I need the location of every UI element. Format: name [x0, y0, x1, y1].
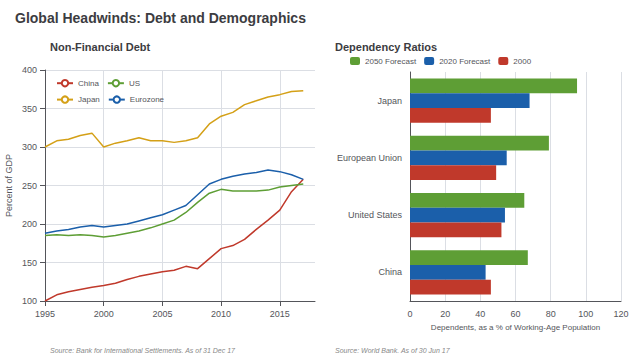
- svg-text:300: 300: [22, 142, 37, 152]
- svg-text:0: 0: [407, 309, 412, 319]
- svg-text:China: China: [78, 79, 99, 88]
- svg-text:Dependency Ratios: Dependency Ratios: [335, 41, 437, 53]
- svg-text:Dependents, as a % of Working-: Dependents, as a % of Working-Age Popula…: [431, 323, 600, 332]
- svg-text:1995: 1995: [35, 309, 55, 319]
- svg-text:Source: Bank for International: Source: Bank for International Settlemen…: [50, 347, 236, 354]
- svg-text:Japan: Japan: [377, 96, 402, 106]
- svg-text:2010: 2010: [211, 309, 231, 319]
- svg-text:US: US: [129, 79, 140, 88]
- svg-text:Global Headwinds: Debt and Dem: Global Headwinds: Debt and Demographics: [15, 10, 306, 26]
- svg-text:150: 150: [22, 258, 37, 268]
- svg-text:2000: 2000: [94, 309, 114, 319]
- svg-text:2020 Forecast: 2020 Forecast: [439, 57, 491, 66]
- svg-text:Japan: Japan: [78, 95, 100, 104]
- svg-text:Eurozone: Eurozone: [130, 95, 165, 104]
- svg-text:Percent of GDP: Percent of GDP: [4, 154, 14, 217]
- svg-text:250: 250: [22, 181, 37, 191]
- svg-text:2000: 2000: [513, 57, 531, 66]
- svg-text:60: 60: [510, 309, 520, 319]
- svg-text:Source: World Bank. As of 30 J: Source: World Bank. As of 30 Jun 17: [335, 347, 451, 354]
- svg-text:China: China: [378, 267, 402, 277]
- svg-text:European Union: European Union: [337, 153, 402, 163]
- svg-text:400: 400: [22, 65, 37, 75]
- svg-text:2015: 2015: [270, 309, 290, 319]
- svg-text:200: 200: [22, 219, 37, 229]
- svg-text:100: 100: [22, 296, 37, 306]
- svg-text:350: 350: [22, 104, 37, 114]
- svg-text:80: 80: [546, 309, 556, 319]
- svg-text:2005: 2005: [152, 309, 172, 319]
- svg-text:120: 120: [613, 309, 628, 319]
- svg-text:2050 Forecast: 2050 Forecast: [365, 57, 417, 66]
- svg-text:100: 100: [578, 309, 593, 319]
- svg-text:20: 20: [440, 309, 450, 319]
- svg-text:Non-Financial Debt: Non-Financial Debt: [50, 41, 151, 53]
- svg-text:40: 40: [475, 309, 485, 319]
- svg-text:United States: United States: [348, 210, 403, 220]
